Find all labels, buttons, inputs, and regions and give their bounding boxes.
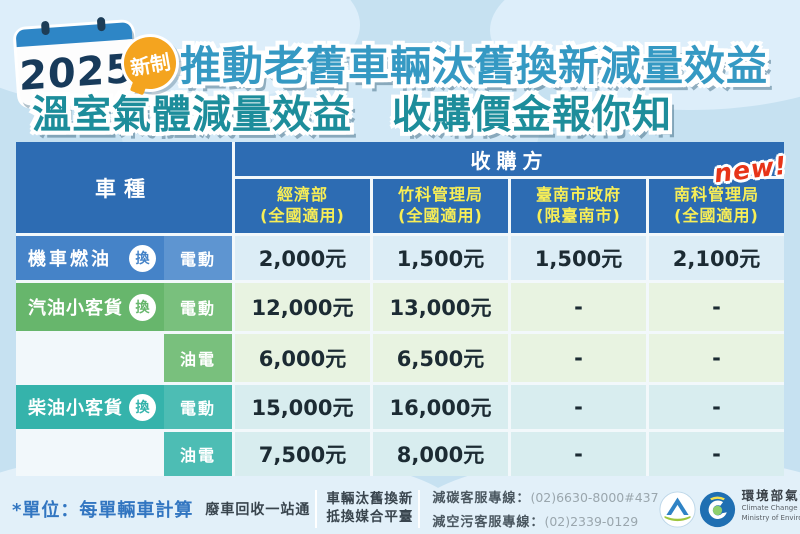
price-cell: 1,500元 xyxy=(508,236,646,280)
hotline-air-label: 減空污客服專線： xyxy=(432,515,545,530)
buyer-col-hsp: 竹科管理局 (全國適用) xyxy=(370,179,508,233)
buyer-name: 南科管理局 xyxy=(673,185,759,205)
vehicle-group-label: 汽油小客貨 換 xyxy=(16,283,164,331)
price-cell: - xyxy=(646,385,784,429)
qr-code-platform xyxy=(418,490,421,528)
price-cell: 12,000元 xyxy=(232,283,370,331)
swap-platform-label: 車輛汰舊換新 抵換媒合平臺 xyxy=(326,491,413,526)
buyer-header: 收購方 xyxy=(232,142,784,176)
swap-icon: 換 xyxy=(129,293,156,321)
buyer-scope: (全國適用) xyxy=(260,206,345,225)
ministry-of-environment-logo-icon xyxy=(659,490,696,528)
sub-title: 溫室氣體減量效益 收購價金報你知 xyxy=(32,93,673,138)
price-cell: 7,500元 xyxy=(232,432,370,476)
fuel-type-cell: 油電 xyxy=(164,432,232,476)
price-cell: 2,100元 xyxy=(646,236,784,280)
vehicle-group-label: 機車燃油 換 xyxy=(16,236,164,280)
price-cell: - xyxy=(508,334,646,382)
price-cell: 1,500元 xyxy=(370,236,508,280)
price-cell: 2,000元 xyxy=(232,236,370,280)
agency-en-line1: Climate Change Administration xyxy=(741,504,800,513)
price-cell: 8,000元 xyxy=(370,432,508,476)
price-cell: 13,000元 xyxy=(370,283,508,331)
hotline-carbon-number: (02)6630-8000#437 xyxy=(530,490,659,505)
vehicle-name: 柴油小客貨 xyxy=(28,398,123,419)
swap-icon: 換 xyxy=(129,393,156,421)
fuel-type-cell: 油電 xyxy=(164,334,232,382)
hotline-air: 減空污客服專線：(02)2339-0129 xyxy=(432,509,658,533)
fuel-type-cell: 電動 xyxy=(164,236,232,280)
price-cell: 6,000元 xyxy=(232,334,370,382)
vehicle-name: 機車燃油 xyxy=(28,249,112,270)
price-cell: - xyxy=(508,385,646,429)
buyer-scope: (限臺南市) xyxy=(536,206,621,225)
buyer-col-moea: 經濟部 (全國適用) xyxy=(232,179,370,233)
swap-icon: 換 xyxy=(129,244,156,272)
unit-note: *單位：每單輛車計算 xyxy=(12,500,194,521)
calendar-ring xyxy=(40,20,50,36)
buyer-scope: (全國適用) xyxy=(398,206,483,225)
price-cell: 6,500元 xyxy=(370,334,508,382)
buyer-col-tainan: 臺南市政府 (限臺南市) xyxy=(508,179,646,233)
scrap-car-recycle-label: 廢車回收一站通 xyxy=(205,502,311,518)
agency-en-line2: Ministry of Environment xyxy=(741,513,800,522)
climate-change-administration-logo-icon xyxy=(699,491,735,527)
buyer-scope: (全國適用) xyxy=(674,206,759,225)
calendar-ring xyxy=(96,16,106,32)
hotline-carbon-label: 減碳客服專線： xyxy=(432,491,531,506)
price-cell: - xyxy=(508,283,646,331)
main-title: 推動老舊車輛汰舊換新減量效益 xyxy=(180,42,768,90)
buyer-name: 臺南市政府 xyxy=(535,185,621,205)
swap-platform-line2: 抵換媒合平臺 xyxy=(326,509,414,525)
fuel-type-cell: 電動 xyxy=(164,385,232,429)
price-cell: 16,000元 xyxy=(370,385,508,429)
price-cell: - xyxy=(646,283,784,331)
hotline-carbon: 減碳客服專線：(02)6630-8000#437 xyxy=(432,485,658,509)
vehicle-type-header: 車種 xyxy=(16,142,232,233)
footer: *單位：每單輛車計算 廢車回收一站通 車輛汰舊換新 抵換媒合平臺 xyxy=(12,485,800,533)
agency-name: 環境部氣候變遷署 xyxy=(741,488,800,504)
hotline-air-number: (02)2339-0129 xyxy=(544,514,639,529)
price-cell: - xyxy=(646,432,784,476)
price-cell: 15,000元 xyxy=(232,385,370,429)
buyer-name: 竹科管理局 xyxy=(397,185,483,205)
buyer-col-stsp: 南科管理局 (全國適用) xyxy=(646,179,784,233)
agency-block: 環境部氣候變遷署 Climate Change Administration M… xyxy=(659,485,800,532)
vehicle-group-label: 柴油小客貨 換 xyxy=(16,385,164,429)
price-table: 車種 收購方 經濟部 (全國適用) 竹科管理局 (全國適用) 臺南市政府 (限臺… xyxy=(16,142,784,476)
fuel-type-cell: 電動 xyxy=(164,283,232,331)
agency-text: 環境部氣候變遷署 Climate Change Administration M… xyxy=(742,485,800,532)
vehicle-name: 汽油小客貨 xyxy=(28,298,123,319)
price-cell: - xyxy=(646,334,784,382)
qr-code-recycle xyxy=(315,490,318,528)
buyer-name: 經濟部 xyxy=(276,185,328,205)
price-cell: - xyxy=(508,432,646,476)
swap-platform-line1: 車輛汰舊換新 xyxy=(326,491,414,508)
hotlines: 減碳客服專線：(02)6630-8000#437 減空污客服專線：(02)233… xyxy=(432,485,658,533)
